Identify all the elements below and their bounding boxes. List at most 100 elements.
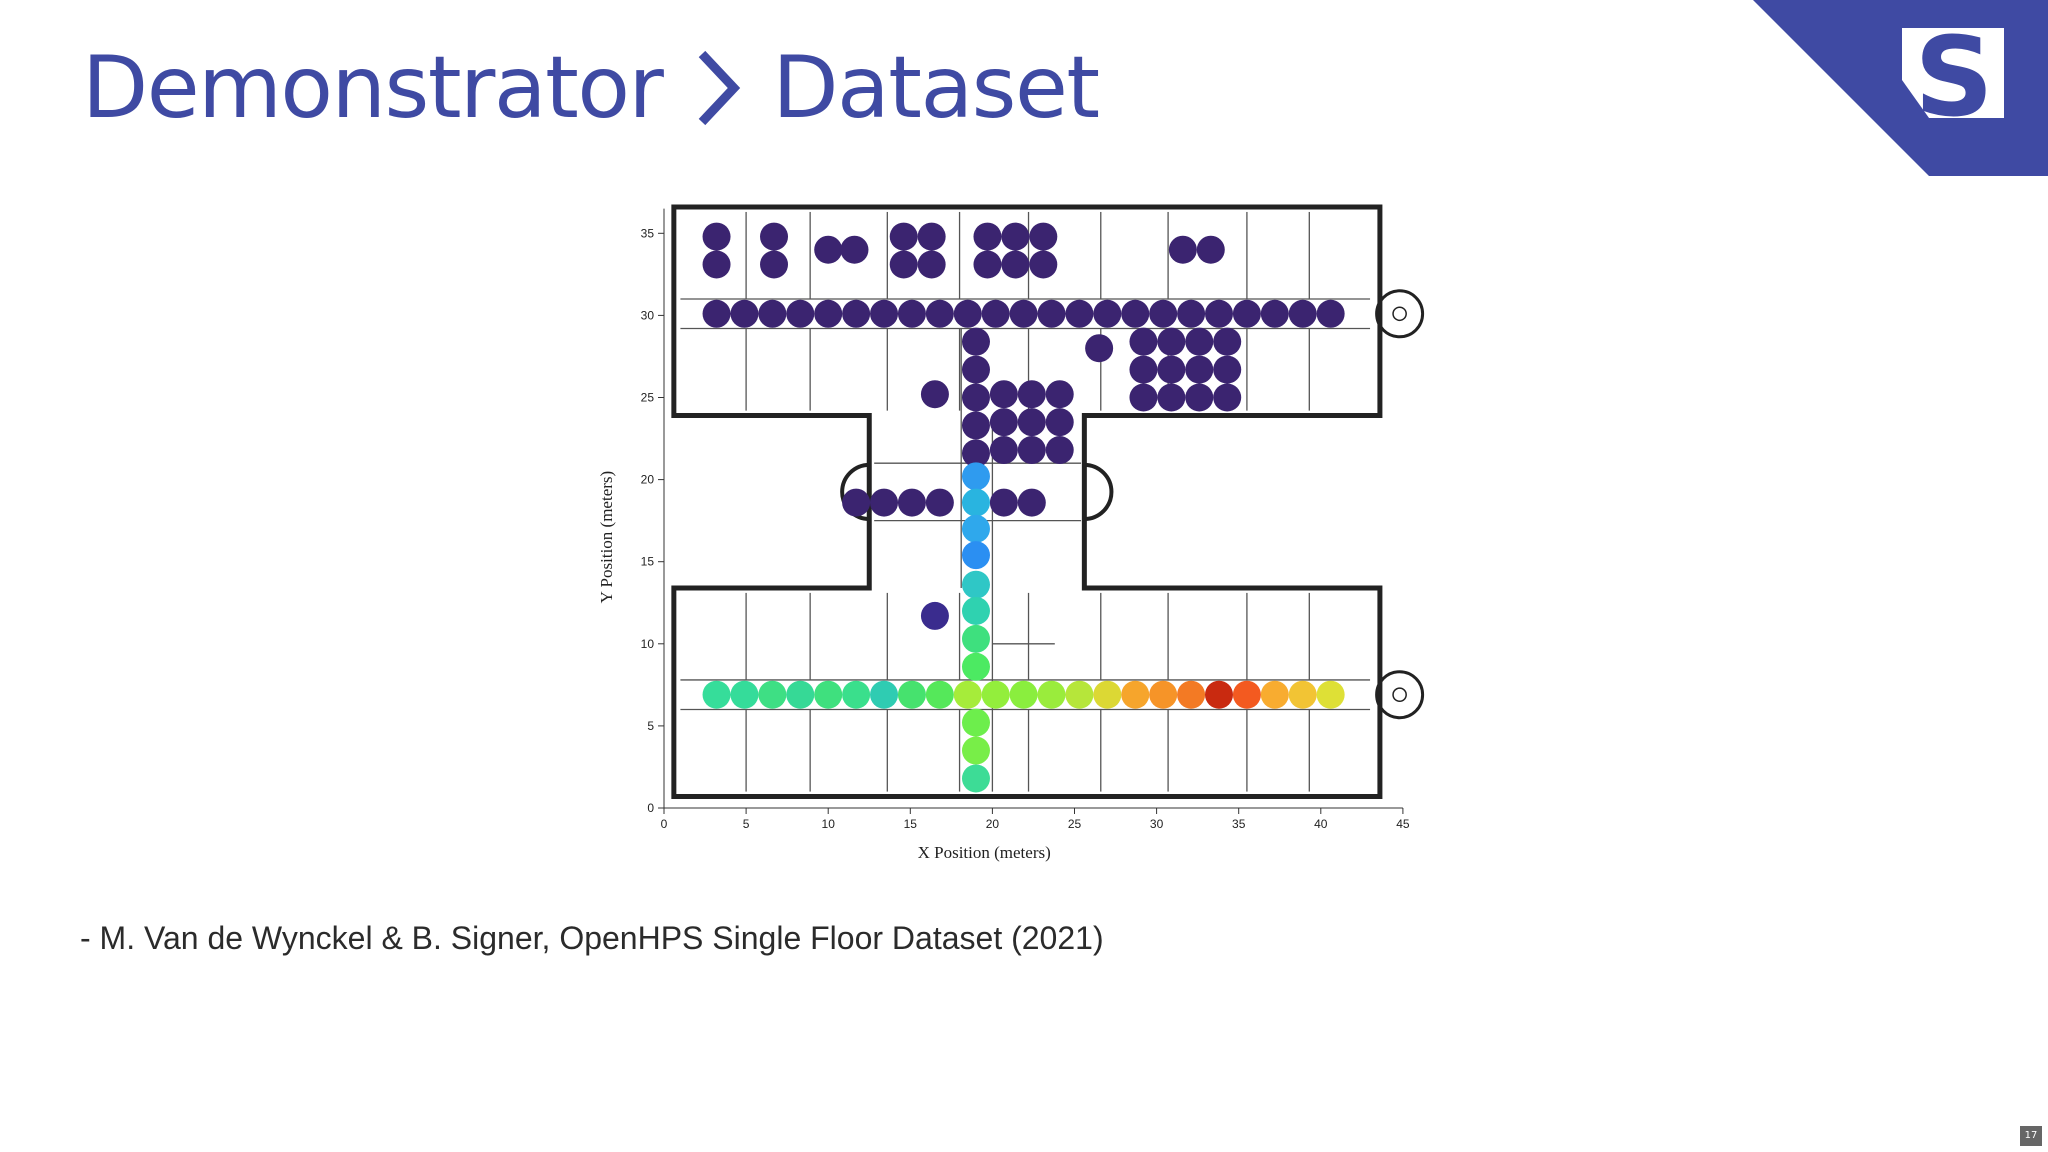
page-number: 17 (2020, 1126, 2042, 1146)
data-point (702, 222, 731, 251)
data-point (953, 680, 982, 709)
data-point (961, 327, 990, 356)
data-point (989, 436, 1018, 465)
data-point (961, 514, 990, 543)
data-point (1232, 680, 1261, 709)
data-point (897, 680, 926, 709)
data-point (1316, 299, 1345, 328)
axes: 0 5 10 15 20 25 30 35 40 45 0 5 10 15 20 25 30 35 (641, 208, 1410, 831)
data-point (961, 355, 990, 384)
data-point (989, 488, 1018, 517)
data-point (760, 250, 789, 279)
data-point (1001, 250, 1030, 279)
spiral-staircase (1375, 670, 1425, 720)
data-point (786, 680, 815, 709)
staircase-core (1392, 306, 1407, 322)
data-point (730, 299, 759, 328)
data-point (1037, 299, 1066, 328)
data-point (920, 380, 949, 409)
slide-title: Demonstrator Dataset (82, 38, 1100, 138)
data-point (961, 570, 990, 599)
data-point (1121, 680, 1150, 709)
data-point (1177, 299, 1206, 328)
data-point (870, 488, 899, 517)
staircase-core (1392, 687, 1407, 703)
data-point (1204, 680, 1233, 709)
data-point (1185, 327, 1214, 356)
y-tick-label: 35 (641, 226, 655, 240)
y-tick-label: 0 (647, 801, 654, 815)
data-point (961, 764, 990, 793)
y-tick-label: 10 (641, 637, 655, 651)
data-point (1085, 334, 1114, 363)
data-point (1213, 355, 1242, 384)
data-point (786, 299, 815, 328)
data-point (1149, 299, 1178, 328)
y-tick-label: 15 (641, 555, 655, 569)
data-point (1204, 299, 1233, 328)
data-point (1213, 327, 1242, 356)
data-point (925, 299, 954, 328)
data-point (1045, 380, 1074, 409)
data-point (1168, 235, 1197, 264)
data-point (1017, 488, 1046, 517)
y-tick-label: 20 (641, 473, 655, 487)
data-point (1093, 299, 1122, 328)
data-points (702, 222, 1345, 793)
data-point (1157, 355, 1186, 384)
data-point (1017, 380, 1046, 409)
x-tick-label: 35 (1232, 817, 1246, 831)
data-point (760, 222, 789, 251)
brand-logo: S (1753, 0, 2048, 176)
y-tick-label: 25 (641, 391, 655, 405)
data-point (1288, 299, 1317, 328)
data-point (981, 680, 1010, 709)
data-point (1065, 680, 1094, 709)
data-point (702, 299, 731, 328)
data-point (1177, 680, 1206, 709)
data-point (1045, 436, 1074, 465)
data-point (1029, 250, 1058, 279)
data-point (961, 624, 990, 653)
data-point (961, 488, 990, 517)
data-point (1157, 327, 1186, 356)
wall-hatching (673, 206, 1381, 798)
data-point (840, 235, 869, 264)
data-point (989, 380, 1018, 409)
data-point (814, 299, 843, 328)
data-point (953, 299, 982, 328)
data-point (1129, 327, 1158, 356)
data-point (920, 601, 949, 630)
x-tick-label: 30 (1150, 817, 1164, 831)
data-point (961, 411, 990, 440)
data-point (973, 250, 1002, 279)
data-point (730, 680, 759, 709)
data-point (1232, 299, 1261, 328)
data-point (842, 488, 871, 517)
x-tick-label: 40 (1314, 817, 1328, 831)
y-tick-label: 5 (647, 719, 654, 733)
data-point (870, 299, 899, 328)
data-point (925, 488, 954, 517)
y-tick-label: 30 (641, 308, 655, 322)
data-point (889, 250, 918, 279)
data-point (1316, 680, 1345, 709)
data-point (1029, 222, 1058, 251)
data-point (1017, 408, 1046, 437)
data-point (758, 299, 787, 328)
data-point (1017, 436, 1046, 465)
logo-letter: S (1914, 13, 1993, 141)
data-point (917, 222, 946, 251)
data-point (1185, 383, 1214, 412)
data-point (1288, 680, 1317, 709)
x-axis-label: X Position (meters) (918, 843, 1051, 862)
chevron-right-icon (699, 50, 741, 126)
data-point (897, 488, 926, 517)
data-point (702, 250, 731, 279)
data-point (981, 299, 1010, 328)
x-tick-label: 0 (661, 817, 668, 831)
data-point (1045, 408, 1074, 437)
floorplan-chart: 0 5 10 15 20 25 30 35 40 45 0 5 10 15 20 25 30 35 X Posit… (597, 204, 1425, 862)
data-point (961, 439, 990, 468)
data-point (973, 222, 1002, 251)
